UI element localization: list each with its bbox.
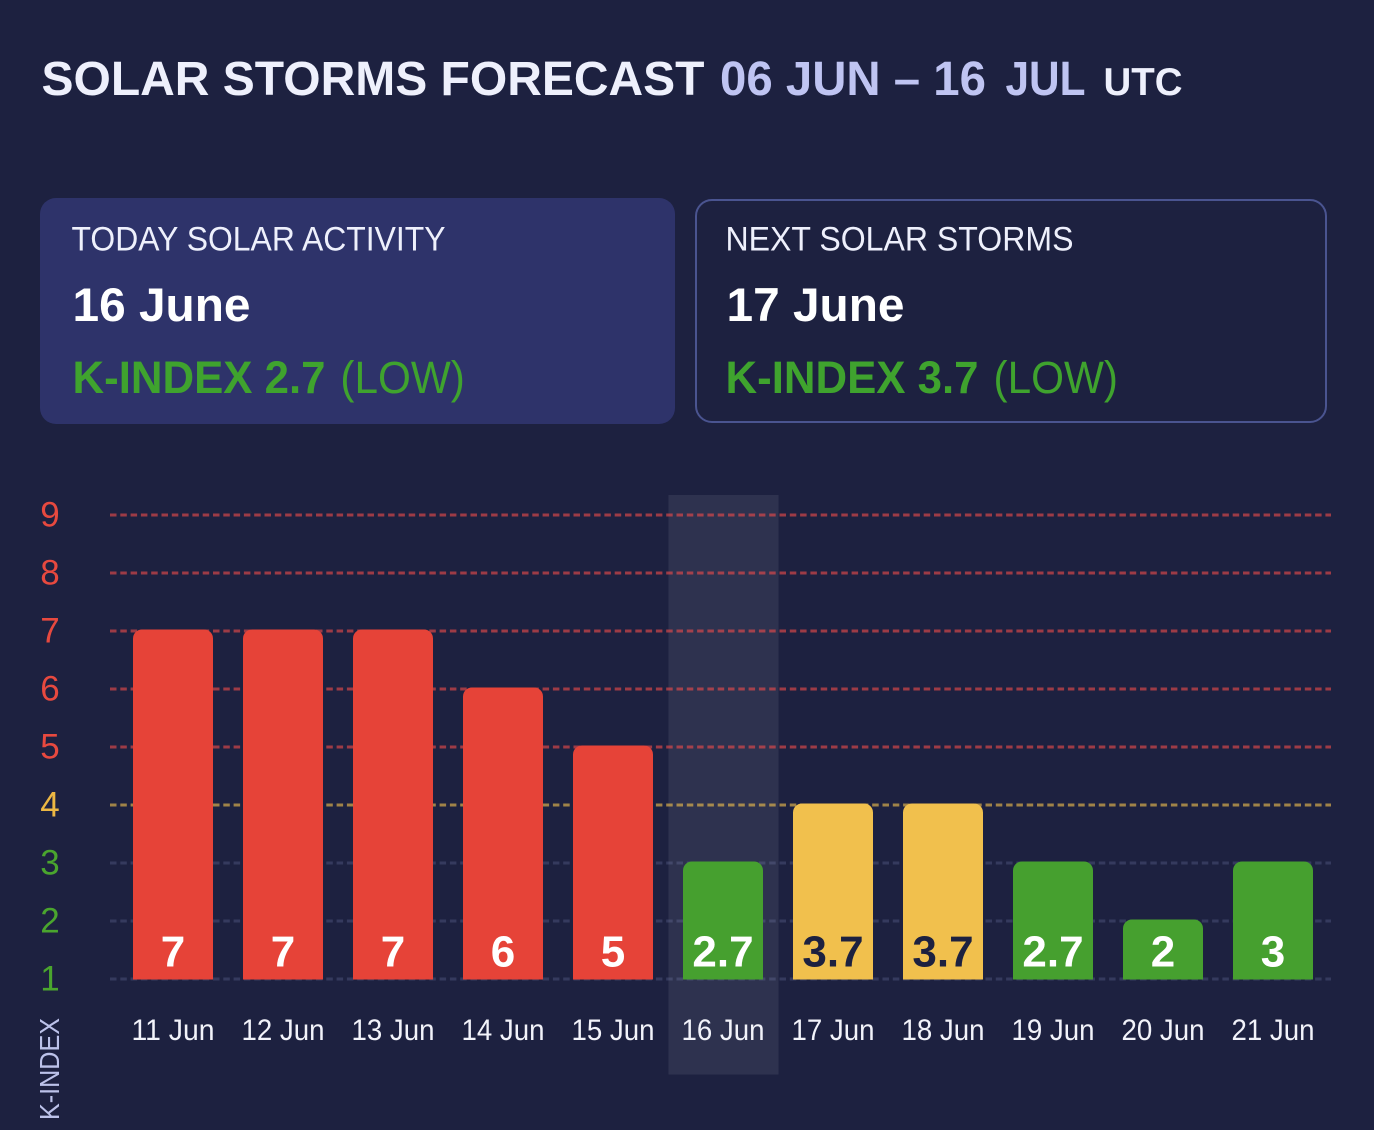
svg-text:14 Jun: 14 Jun	[462, 1014, 545, 1047]
svg-text:11 Jun: 11 Jun	[132, 1014, 215, 1047]
svg-text:12 Jun: 12 Jun	[242, 1014, 325, 1047]
svg-text:06 JUN – 16: 06 JUN – 16	[720, 53, 986, 106]
svg-text:13 Jun: 13 Jun	[352, 1014, 435, 1047]
svg-text:TODAY SOLAR ACTIVITY: TODAY SOLAR ACTIVITY	[72, 221, 446, 259]
svg-text:2: 2	[40, 902, 59, 941]
svg-text:20 Jun: 20 Jun	[1122, 1014, 1205, 1047]
svg-text:3.7: 3.7	[912, 928, 973, 977]
svg-text:JUL: JUL	[1006, 53, 1086, 106]
svg-text:UTC: UTC	[1104, 61, 1183, 104]
svg-text:7: 7	[381, 928, 405, 977]
svg-text:17 June: 17 June	[727, 279, 905, 332]
svg-text:17 Jun: 17 Jun	[792, 1014, 875, 1047]
svg-text:6: 6	[491, 928, 515, 977]
svg-text:2.7: 2.7	[1022, 928, 1083, 977]
svg-text:7: 7	[161, 928, 185, 977]
svg-text:1: 1	[40, 960, 59, 999]
svg-text:(LOW): (LOW)	[994, 352, 1119, 403]
svg-text:NEXT SOLAR STORMS: NEXT SOLAR STORMS	[726, 221, 1074, 259]
svg-text:15 Jun: 15 Jun	[572, 1014, 655, 1047]
svg-text:3.7: 3.7	[802, 928, 863, 977]
svg-text:21 Jun: 21 Jun	[1232, 1014, 1315, 1047]
svg-text:5: 5	[40, 728, 59, 767]
svg-text:K-INDEX 2.7: K-INDEX 2.7	[73, 352, 326, 403]
svg-text:8: 8	[40, 554, 59, 593]
svg-text:7: 7	[40, 612, 59, 651]
svg-text:16 Jun: 16 Jun	[682, 1014, 765, 1047]
svg-text:6: 6	[40, 670, 59, 709]
svg-text:5: 5	[601, 928, 625, 977]
svg-text:7: 7	[271, 928, 295, 977]
svg-text:4: 4	[40, 786, 59, 825]
svg-text:16 June: 16 June	[73, 279, 251, 332]
svg-text:2.7: 2.7	[692, 928, 753, 977]
svg-text:9: 9	[40, 496, 59, 535]
svg-text:3: 3	[1261, 928, 1285, 977]
svg-text:3: 3	[40, 844, 59, 883]
svg-text:2: 2	[1151, 928, 1175, 977]
svg-text:K-INDEX: K-INDEX	[34, 1018, 65, 1120]
svg-text:18 Jun: 18 Jun	[902, 1014, 985, 1047]
svg-text:19 Jun: 19 Jun	[1012, 1014, 1095, 1047]
svg-text:SOLAR STORMS FORECAST: SOLAR STORMS FORECAST	[42, 53, 705, 106]
svg-text:K-INDEX 3.7: K-INDEX 3.7	[726, 352, 979, 403]
svg-text:(LOW): (LOW)	[340, 352, 465, 403]
